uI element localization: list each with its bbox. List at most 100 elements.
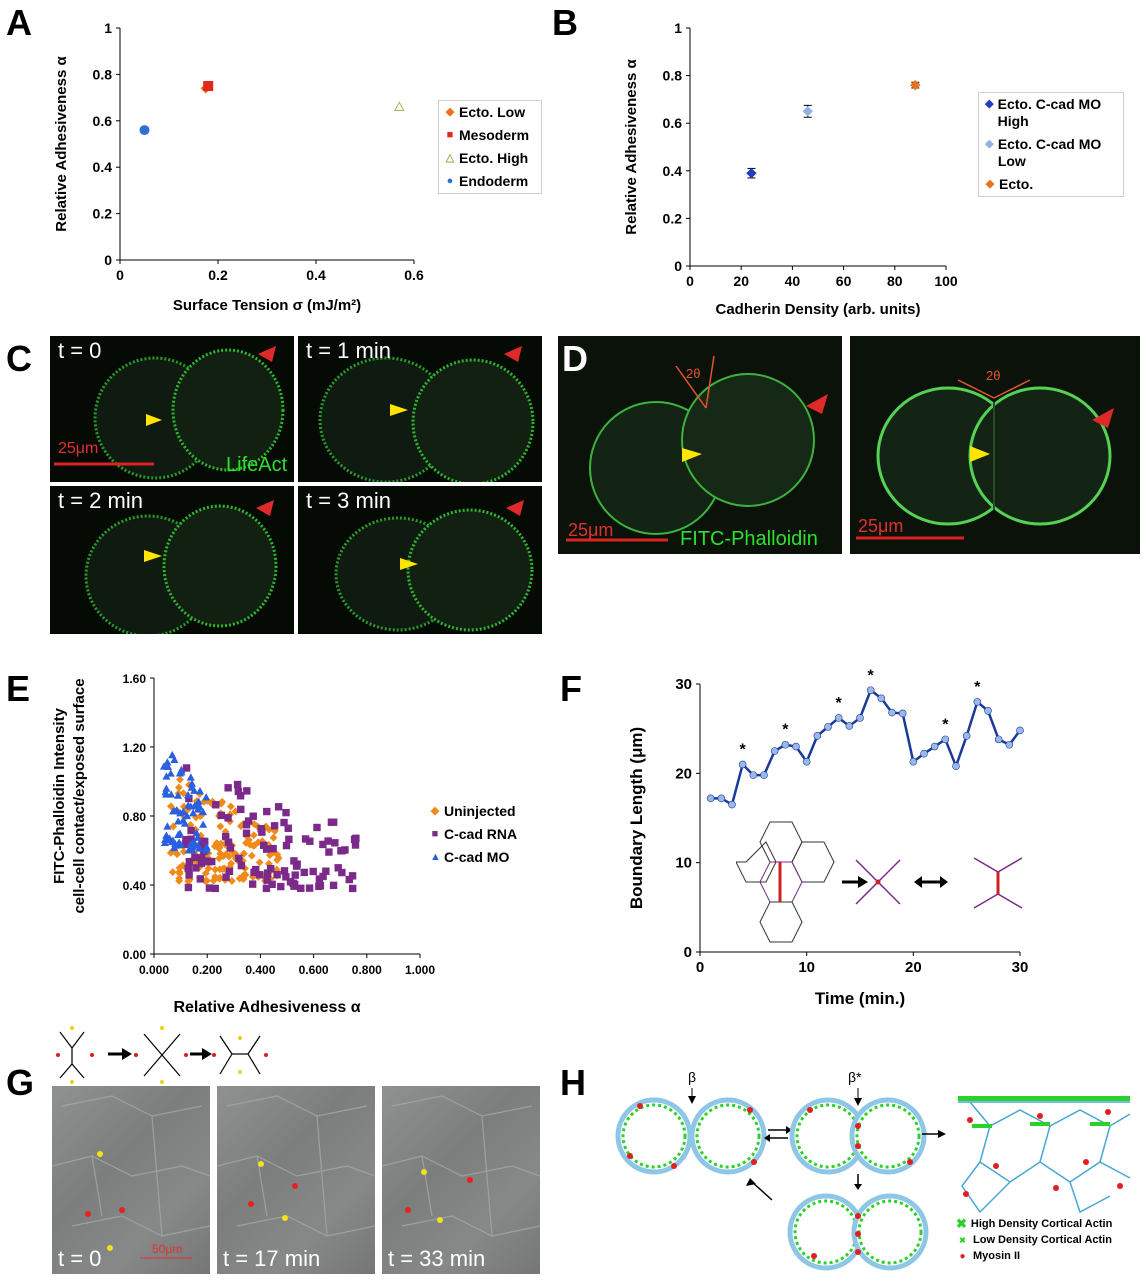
data-point (237, 805, 245, 814)
data-point (240, 849, 248, 858)
data-point (973, 698, 982, 706)
data-point (176, 840, 185, 849)
data-point (280, 867, 289, 875)
x-tick-label: 10 (798, 959, 815, 976)
data-point (139, 125, 150, 136)
data-point (282, 808, 290, 817)
myosin-icon: ● (959, 1250, 966, 1262)
data-point (282, 841, 291, 850)
data-point (163, 762, 173, 771)
data-point (167, 837, 176, 846)
y-tick-label: 0.8 (93, 66, 113, 82)
y-tick-label: 0.4 (93, 159, 113, 175)
data-point (834, 714, 843, 722)
data-point (877, 694, 886, 703)
data-point (952, 762, 960, 770)
data-point (269, 833, 278, 842)
data-point (792, 742, 800, 751)
data-point (297, 884, 305, 893)
micrograph-c-frame-3: t = 3 min (298, 486, 542, 634)
data-point (162, 784, 171, 792)
x-tick-label: 0.600 (299, 963, 329, 977)
x-tick-label: 0.000 (139, 963, 169, 977)
epithelium-image (217, 1095, 375, 1237)
data-point (192, 864, 200, 872)
data-point (198, 837, 206, 845)
data-point (169, 806, 178, 815)
chart-a: 0 0.2 0.4 0.6 0 0.2 0.4 0.6 0.8 1 Surface Tension … (53, 20, 424, 314)
y-tick-label: 0.6 (93, 113, 113, 129)
significance-star: * (740, 741, 747, 758)
legend-e-label: C-cad RNA (444, 826, 518, 842)
panel-letter-h: H (560, 1062, 586, 1103)
data-point (199, 820, 208, 828)
data-point (856, 714, 864, 722)
x-tick-label: 0.400 (245, 963, 275, 977)
legend-b-label: Ecto. (999, 176, 1034, 192)
data-point (187, 826, 195, 835)
data-point (233, 780, 242, 789)
x-axis-label: Relative Adhesiveness α (173, 999, 360, 1016)
data-point (313, 823, 321, 832)
data-point (255, 858, 264, 867)
data-point (162, 772, 171, 780)
y-tick-label: 0 (674, 258, 682, 274)
data-point (760, 771, 768, 779)
data-point (166, 769, 175, 777)
legend-b: ◆ Ecto. C-cad MO High ◆ Ecto. C-cad MO Low… (978, 92, 1124, 197)
data-point (770, 747, 779, 755)
data-point (274, 803, 283, 811)
data-point (248, 880, 257, 888)
data-point (247, 851, 256, 860)
y-axis-label: cell-cell contact/exposed surface (71, 678, 88, 913)
data-point (242, 829, 251, 837)
legend-h-label: Low Density Cortical Actin (973, 1234, 1112, 1246)
legend-e-item: ▲ C-cad MO (424, 846, 524, 869)
data-point (315, 875, 324, 883)
arrow-right-icon (190, 1048, 212, 1060)
junction-diagram (736, 821, 1023, 943)
y-tick-label: 0.2 (93, 206, 113, 222)
y-tick-label: 0.40 (123, 879, 147, 893)
data-point (293, 860, 301, 868)
data-point (291, 871, 299, 879)
micrograph-c-frame-1: t = 1 min (298, 336, 542, 482)
chart-b: 0 20 40 60 80 100 0 0.2 0.4 0.6 0.8 1 Cadherin Densi… (623, 20, 958, 318)
square-marker-icon: ■ (446, 129, 454, 141)
data-point (177, 765, 186, 774)
data-point (201, 869, 210, 878)
equilibrium-arrows-icon (764, 1126, 792, 1142)
x-tick-label: 30 (1012, 959, 1029, 976)
data-point (222, 873, 230, 881)
data-point (179, 847, 188, 856)
data-point (246, 840, 254, 849)
frame-time-label: t = 1 min (306, 338, 391, 363)
frame-time-label: t = 33 min (388, 1246, 486, 1271)
red-arrowhead-icon (504, 346, 522, 362)
legend-b-item: ◆ Ecto. C-cad MO High (979, 93, 1123, 133)
x-tick-label: 1.000 (405, 963, 435, 977)
data-point (962, 732, 971, 740)
data-point (909, 757, 918, 766)
data-point (209, 876, 218, 885)
data-point (348, 872, 357, 880)
beta-star-label: β* (848, 1069, 862, 1085)
cell-doublet-image (54, 346, 285, 480)
data-point (337, 847, 345, 855)
data-point (249, 812, 257, 820)
legend-h-item: ● Myosin II (956, 1248, 1112, 1264)
low-density-actin-icon: ✖ (959, 1235, 966, 1245)
red-arrowhead-icon (806, 394, 828, 414)
data-point (173, 791, 183, 799)
panel-letter-b: B (552, 2, 578, 43)
legend-a-label: Ecto. Low (459, 104, 526, 120)
diamond-marker-icon: ◆ (430, 805, 440, 817)
data-point (351, 841, 360, 849)
y-tick-label: 1 (104, 20, 112, 36)
y-tick-label: 0.6 (663, 115, 683, 131)
data-point (168, 868, 177, 877)
data-point (845, 722, 854, 730)
diamond-marker-icon: ◆ (985, 98, 994, 110)
data-point (167, 790, 176, 798)
cell-doublet-image (84, 500, 278, 634)
